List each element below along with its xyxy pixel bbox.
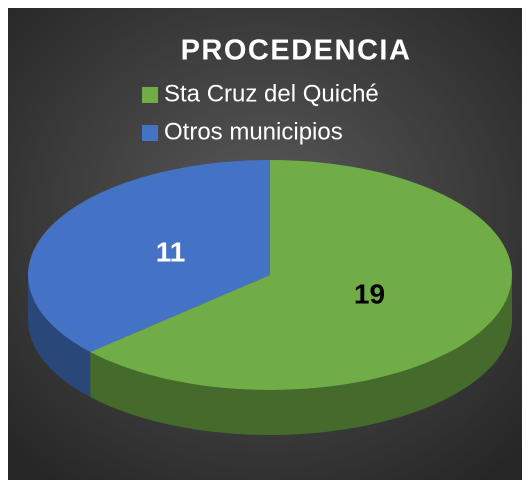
legend-label: Otros municipios: [164, 118, 343, 145]
chart-title: PROCEDENCIA: [181, 35, 412, 67]
legend-label: Sta Cruz del Quiché: [164, 80, 379, 107]
legend-swatch: [142, 125, 158, 141]
slice: [90, 160, 512, 390]
slice: [28, 160, 270, 352]
data-label: 19: [354, 278, 385, 309]
legend-swatch: [142, 87, 158, 103]
slice-side: [28, 275, 91, 397]
data-label: 11: [156, 236, 186, 267]
slice-side: [90, 275, 512, 435]
